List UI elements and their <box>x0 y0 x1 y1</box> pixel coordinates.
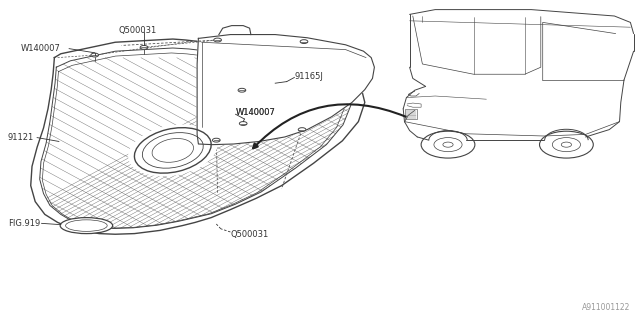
Text: 91121: 91121 <box>8 133 34 142</box>
Circle shape <box>238 88 246 92</box>
Text: FIG.919: FIG.919 <box>8 219 40 228</box>
Text: Q500031: Q500031 <box>118 26 157 35</box>
Circle shape <box>214 38 221 42</box>
Polygon shape <box>197 35 374 145</box>
Text: W140007: W140007 <box>236 108 275 117</box>
Circle shape <box>300 40 308 44</box>
Text: Q500031: Q500031 <box>230 230 269 239</box>
Circle shape <box>298 128 306 132</box>
Circle shape <box>140 45 148 49</box>
Circle shape <box>212 138 220 142</box>
Ellipse shape <box>60 218 113 234</box>
Circle shape <box>239 122 247 125</box>
Circle shape <box>91 53 99 57</box>
Text: W140007: W140007 <box>236 108 275 117</box>
Text: 91165J: 91165J <box>294 72 323 81</box>
Ellipse shape <box>128 124 218 176</box>
Text: W140007: W140007 <box>21 44 61 53</box>
Text: A911001122: A911001122 <box>582 303 630 312</box>
